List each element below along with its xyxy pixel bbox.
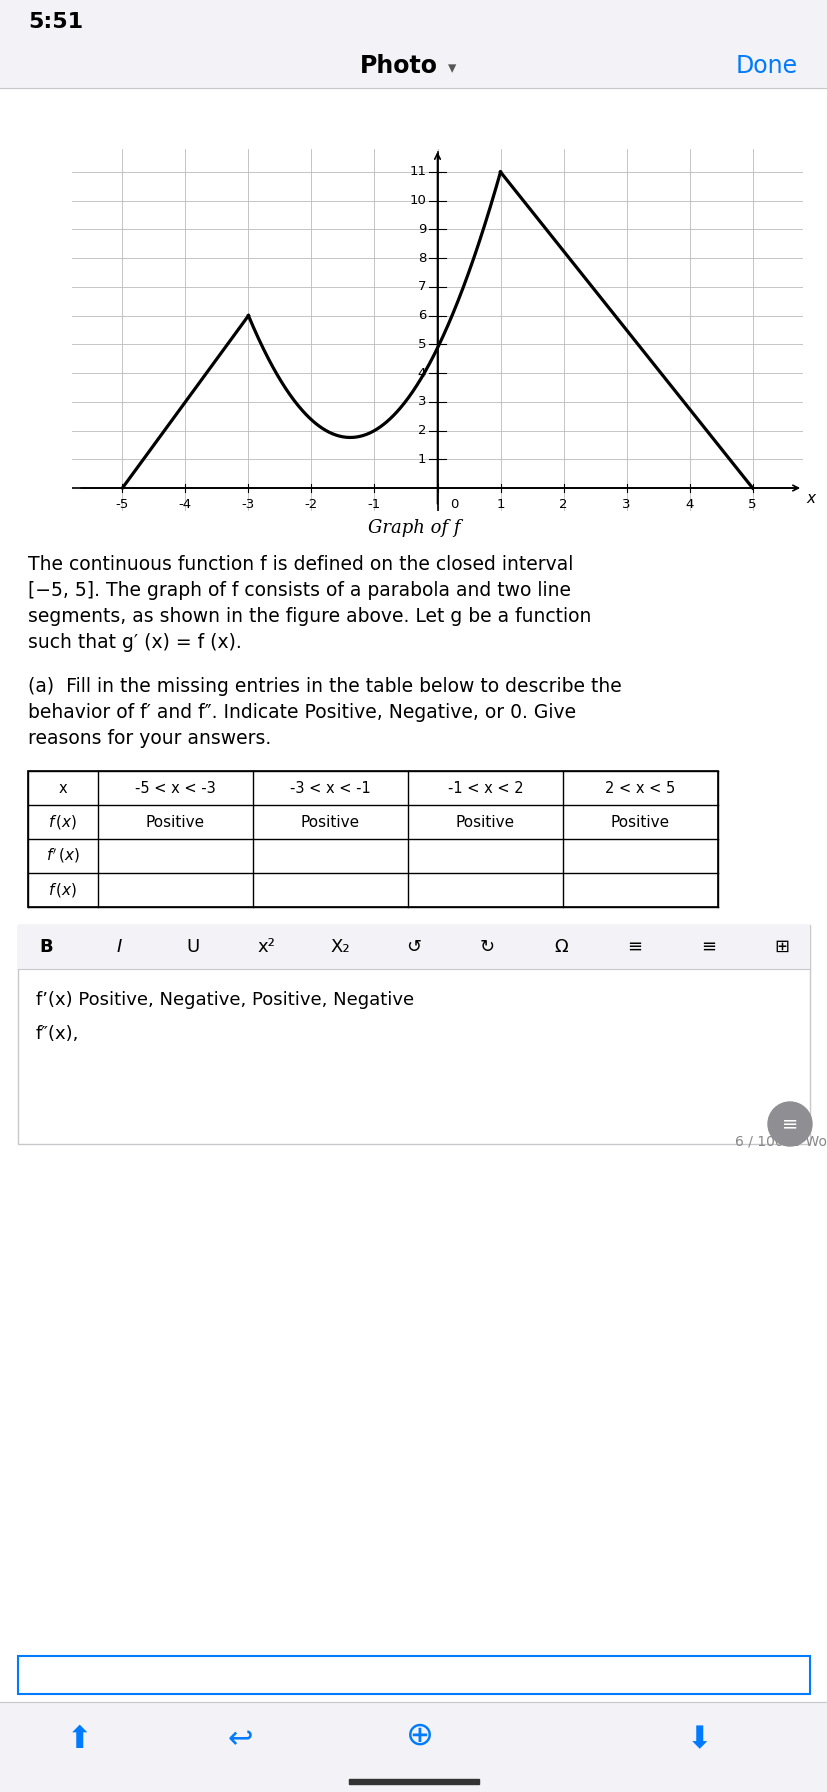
Text: ≡: ≡ <box>700 937 715 955</box>
Text: 1: 1 <box>495 498 504 511</box>
Text: ≡: ≡ <box>781 1115 797 1134</box>
Text: x: x <box>805 491 814 507</box>
Text: 2 < x < 5: 2 < x < 5 <box>605 781 675 796</box>
Text: U: U <box>186 937 199 955</box>
Text: behavior of ​f​′ and ​f​″. Indicate Positive, Negative, or 0. Give: behavior of ​f​′ and ​f​″. Indicate Posi… <box>28 702 576 722</box>
Text: $f\,(x)$: $f\,(x)$ <box>48 814 78 831</box>
Text: 6: 6 <box>418 310 426 323</box>
Text: -3 < x < -1: -3 < x < -1 <box>289 781 370 796</box>
Text: -2: -2 <box>304 498 318 511</box>
Text: 9: 9 <box>418 222 426 237</box>
Text: 6 / 10000 Word L: 6 / 10000 Word L <box>734 1134 827 1149</box>
Bar <box>0 1702 827 1792</box>
Text: segments, as shown in the figure above. Let ​g​ be a function: segments, as shown in the figure above. … <box>28 607 590 625</box>
Text: -4: -4 <box>179 498 192 511</box>
Bar <box>18 925 809 1143</box>
Text: 11: 11 <box>409 165 426 179</box>
Text: 10: 10 <box>409 194 426 208</box>
Bar <box>28 771 717 907</box>
Text: Positive: Positive <box>610 815 669 830</box>
Text: Ω: Ω <box>554 937 567 955</box>
Bar <box>348 1779 479 1785</box>
Text: -1: -1 <box>367 498 380 511</box>
Text: 2: 2 <box>417 425 426 437</box>
Text: 3: 3 <box>622 498 630 511</box>
Text: $f\,(x)$: $f\,(x)$ <box>48 882 78 900</box>
Text: I: I <box>117 937 122 955</box>
Text: reasons for your answers.: reasons for your answers. <box>28 729 271 747</box>
Text: ⊞: ⊞ <box>773 937 789 955</box>
Text: 5: 5 <box>417 339 426 351</box>
Text: such that ​g​′ (​x​) = ​f​ (​x​).: such that ​g​′ (​x​) = ​f​ (​x​). <box>28 633 241 652</box>
Text: -5: -5 <box>116 498 129 511</box>
Text: 8: 8 <box>418 251 426 265</box>
Text: -1 < x < 2: -1 < x < 2 <box>447 781 523 796</box>
Text: ▾: ▾ <box>447 59 456 77</box>
Text: ↺: ↺ <box>406 937 421 955</box>
Bar <box>0 0 827 45</box>
Text: Photo: Photo <box>360 54 437 79</box>
Circle shape <box>767 1102 811 1147</box>
Text: Positive: Positive <box>146 815 205 830</box>
Text: Positive: Positive <box>300 815 360 830</box>
Text: 5:51: 5:51 <box>28 13 83 32</box>
Text: 5: 5 <box>748 498 756 511</box>
Bar <box>18 1656 809 1693</box>
Text: ≡: ≡ <box>627 937 642 955</box>
Text: x: x <box>59 781 67 796</box>
Text: ⬆: ⬆ <box>67 1726 93 1754</box>
Text: 0: 0 <box>450 498 458 511</box>
Text: ↻: ↻ <box>480 937 495 955</box>
Text: 7: 7 <box>417 280 426 294</box>
Text: -3: -3 <box>241 498 255 511</box>
Text: Positive: Positive <box>456 815 514 830</box>
Bar <box>0 45 827 88</box>
Text: ⊕: ⊕ <box>405 1719 433 1753</box>
Text: 4: 4 <box>685 498 693 511</box>
Text: [−5, 5]. The graph of ​f​ consists of a parabola and two line: [−5, 5]. The graph of ​f​ consists of a … <box>28 581 571 600</box>
Text: f’(x) Positive, Negative, Positive, Negative: f’(x) Positive, Negative, Positive, Nega… <box>36 991 414 1009</box>
Text: -5 < x < -3: -5 < x < -3 <box>135 781 216 796</box>
Text: Done: Done <box>735 54 797 79</box>
Text: ⬇: ⬇ <box>686 1726 712 1754</box>
Text: The continuous function ​f​ is defined on the closed interval: The continuous function ​f​ is defined o… <box>28 556 572 573</box>
Text: 1: 1 <box>417 453 426 466</box>
Text: f″(x),: f″(x), <box>36 1025 79 1043</box>
Text: ↩: ↩ <box>227 1726 252 1754</box>
Text: 4: 4 <box>418 367 426 380</box>
Text: x²: x² <box>257 937 275 955</box>
Text: (a)  Fill in the missing entries in the table below to describe the: (a) Fill in the missing entries in the t… <box>28 677 621 695</box>
Text: 2: 2 <box>558 498 567 511</box>
Text: B: B <box>39 937 53 955</box>
Text: 3: 3 <box>417 396 426 409</box>
Text: $f'\,(x)$: $f'\,(x)$ <box>46 846 80 866</box>
Text: X₂: X₂ <box>330 937 350 955</box>
Bar <box>18 925 809 969</box>
Text: Graph of f: Graph of f <box>367 520 460 538</box>
